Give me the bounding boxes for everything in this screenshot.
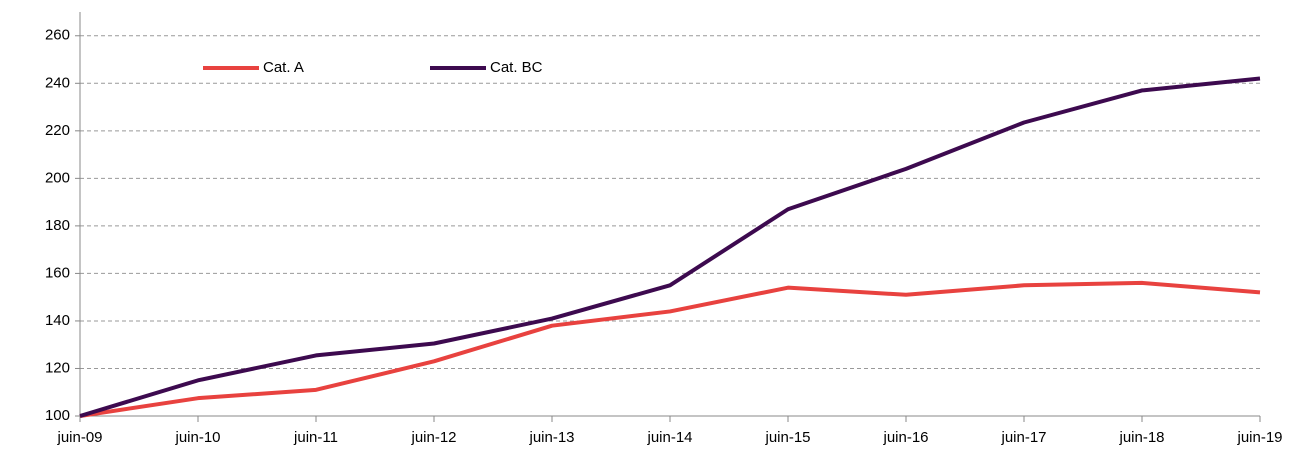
y-tick-label: 100 [45,407,70,424]
legend-label: Cat. BC [490,59,543,76]
y-tick-label: 140 [45,312,70,329]
series-line [79,76,1261,418]
x-tick-label: juin-12 [410,429,456,446]
legend-label: Cat. A [263,59,304,76]
x-tick-label: juin-09 [56,429,102,446]
y-tick-label: 220 [45,122,70,139]
x-tick-label: juin-18 [1118,429,1164,446]
x-tick-label: juin-15 [764,429,810,446]
x-tick-label: juin-19 [1236,429,1282,446]
y-tick-label: 260 [45,27,70,44]
x-tick-label: juin-17 [1000,429,1046,446]
y-tick-label: 160 [45,264,70,281]
x-tick-label: juin-11 [293,429,338,446]
x-tick-label: juin-16 [882,429,928,446]
x-tick-label: juin-10 [174,429,220,446]
series-line [79,280,1261,418]
y-tick-label: 120 [45,359,70,376]
x-tick-label: juin-13 [528,429,574,446]
y-tick-label: 200 [45,169,70,186]
x-tick-label: juin-14 [646,429,692,446]
y-tick-label: 240 [45,74,70,91]
y-tick-label: 180 [45,217,70,234]
